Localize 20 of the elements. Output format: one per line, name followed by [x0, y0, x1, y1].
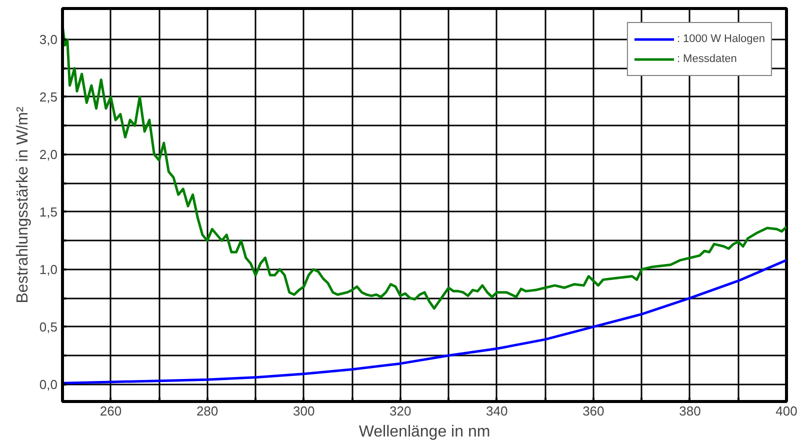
x-tick-label: 280 — [196, 404, 218, 418]
legend-label: : 1000 W Halogen — [676, 33, 765, 45]
x-tick-label: 360 — [582, 404, 604, 418]
y-tick-label: 2,5 — [39, 89, 58, 104]
x-axis-title: Wellenlänge in nm — [358, 424, 490, 440]
x-tick-label: 340 — [486, 404, 508, 418]
x-tick-label: 300 — [292, 404, 315, 418]
y-tick-label: 0,5 — [39, 319, 58, 334]
y-tick-label: 0,0 — [39, 376, 58, 392]
x-tick-label: 400 — [776, 404, 798, 418]
legend-label: : Messdaten — [676, 53, 737, 65]
y-tick-label: 1,0 — [39, 262, 58, 277]
x-tick-label: 320 — [390, 404, 412, 418]
line-series — [62, 258, 786, 384]
x-tick-label: 380 — [679, 404, 701, 418]
y-tick-label: 1,5 — [39, 204, 58, 220]
y-tick-label: 3,0 — [39, 32, 58, 48]
y-tick-label: 2,0 — [39, 146, 58, 162]
y-axis-title: Bestrahlungsstärke in W/m² — [14, 106, 32, 304]
x-tick-label: 260 — [100, 404, 122, 418]
